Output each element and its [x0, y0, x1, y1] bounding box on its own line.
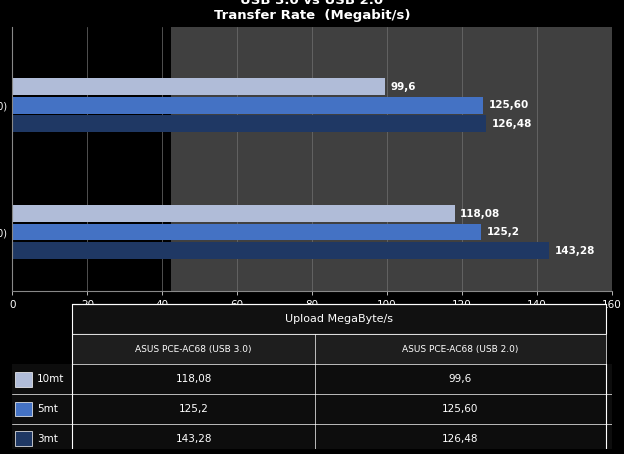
- Text: 3mt: 3mt: [37, 434, 58, 444]
- Text: 125,60: 125,60: [442, 404, 479, 414]
- Bar: [12, 394, 612, 424]
- Text: 125,60: 125,60: [489, 100, 529, 110]
- Bar: [72, 334, 605, 364]
- Text: 143,28: 143,28: [175, 434, 212, 444]
- Text: ASUS PCE-AC68 (USB 3.0): ASUS PCE-AC68 (USB 3.0): [135, 345, 252, 354]
- Text: 10mt: 10mt: [37, 374, 64, 384]
- Bar: [72, 304, 605, 334]
- Bar: [12, 364, 612, 394]
- Text: Upload MegaByte/s: Upload MegaByte/s: [285, 314, 393, 324]
- Bar: [12, 79, 386, 95]
- Text: 99,6: 99,6: [391, 82, 416, 92]
- Bar: [12, 205, 454, 222]
- Bar: [16, 371, 32, 386]
- Bar: [12, 115, 486, 132]
- Bar: [12, 224, 481, 240]
- Text: 5mt: 5mt: [37, 404, 58, 414]
- Text: 126,48: 126,48: [492, 119, 532, 129]
- Bar: [12, 242, 549, 259]
- Text: 125,2: 125,2: [178, 404, 208, 414]
- Text: 126,48: 126,48: [442, 434, 479, 444]
- Text: 143,28: 143,28: [555, 246, 595, 256]
- Bar: [12, 97, 483, 114]
- Text: 118,08: 118,08: [175, 374, 212, 384]
- Text: ASUS PCE-AC68 (USB 2.0): ASUS PCE-AC68 (USB 2.0): [402, 345, 519, 354]
- Title: Aggregate Throughput  in  Upload 2.4GHz Band
USB 3.0 vs USB 2.0
Transfer Rate  (: Aggregate Throughput in Upload 2.4GHz Ba…: [134, 0, 490, 22]
- Bar: [171, 27, 612, 291]
- Text: 99,6: 99,6: [449, 374, 472, 384]
- Text: 118,08: 118,08: [460, 208, 500, 218]
- Text: 125,2: 125,2: [487, 227, 520, 237]
- Bar: [12, 424, 612, 454]
- Bar: [16, 431, 32, 446]
- Bar: [16, 401, 32, 416]
